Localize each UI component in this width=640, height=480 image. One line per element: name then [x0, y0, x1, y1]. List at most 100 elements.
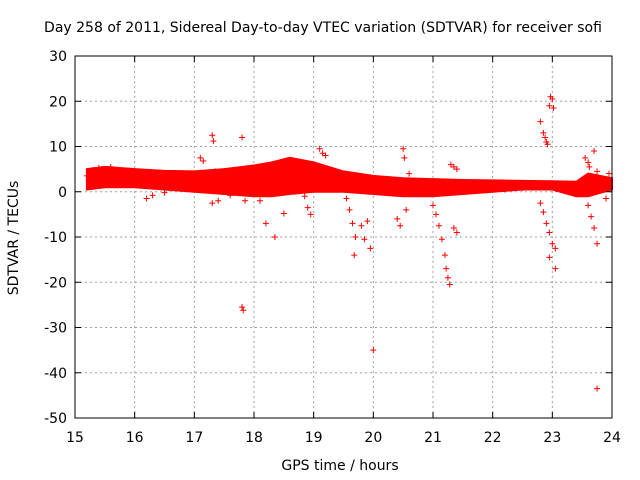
x-tick-label: 18 [245, 430, 263, 446]
data-point [444, 274, 451, 281]
data-point [346, 206, 353, 213]
data-point [544, 141, 551, 148]
data-point [304, 204, 311, 211]
chart-title: Day 258 of 2011, Sidereal Day-to-day VTE… [44, 20, 602, 36]
x-tick-label: 19 [305, 430, 323, 446]
data-point [586, 163, 593, 170]
data-point [549, 95, 556, 102]
y-tick-label: 0 [58, 185, 67, 201]
data-point [364, 218, 371, 225]
data-point [370, 347, 377, 354]
y-tick-label: -40 [44, 366, 67, 382]
data-point [430, 202, 436, 209]
data-point [367, 245, 374, 252]
data-point [271, 234, 278, 240]
data-point [432, 211, 439, 218]
y-tick-label: 10 [49, 140, 67, 156]
data-point [86, 181, 93, 188]
data-point [83, 172, 90, 179]
data-point [343, 195, 350, 202]
data-point [256, 197, 263, 204]
data-point [292, 175, 299, 182]
data-point [197, 154, 204, 161]
x-tick-label: 15 [66, 430, 84, 446]
data-point [227, 192, 234, 199]
x-axis-ticks: 15 16 17 18 19 20 21 22 23 24 [66, 56, 621, 446]
data-point [441, 252, 448, 259]
data-point [540, 129, 547, 136]
dense-band [85, 156, 613, 198]
data-point [349, 220, 356, 227]
data-point [542, 134, 549, 141]
data-point [443, 265, 450, 272]
data-point [239, 134, 246, 141]
data-point [606, 170, 613, 177]
x-tick-label: 20 [364, 430, 382, 446]
data-point [594, 168, 601, 175]
data-point [406, 170, 413, 177]
data-point [591, 224, 598, 231]
data-point [446, 281, 453, 288]
data-point [400, 145, 407, 152]
data-point [453, 229, 460, 236]
data-point [546, 102, 553, 109]
y-tick-label: -30 [44, 321, 67, 337]
data-point [603, 195, 610, 202]
data-point [585, 159, 592, 166]
data-point [209, 132, 216, 139]
data-point [537, 200, 544, 207]
x-tick-label: 17 [185, 430, 203, 446]
data-point [552, 265, 559, 272]
data-point [209, 200, 216, 207]
data-point [215, 197, 222, 204]
data-point [95, 164, 102, 171]
data-point [552, 245, 559, 252]
data-point [316, 145, 323, 152]
data-point [403, 206, 410, 213]
y-tick-label: -20 [44, 275, 67, 291]
data-point [240, 307, 247, 314]
data-point [537, 118, 544, 125]
x-tick-label: 21 [424, 430, 442, 446]
data-point [352, 234, 359, 240]
data-point [546, 254, 553, 261]
data-point [543, 220, 550, 227]
data-point [351, 252, 358, 259]
x-axis-label: GPS time / hours [281, 458, 398, 474]
x-tick-label: 16 [126, 430, 144, 446]
data-point [401, 154, 408, 161]
x-tick-label: 24 [603, 430, 621, 446]
data-point [591, 148, 598, 155]
data-point [280, 210, 287, 217]
data-point [588, 213, 595, 220]
data-point [501, 186, 508, 193]
data-points [83, 93, 613, 392]
data-point [546, 229, 553, 236]
data-point [361, 236, 368, 243]
grid [75, 56, 612, 418]
data-point [453, 166, 460, 173]
data-point [582, 154, 589, 161]
y-axis-label: SDTVAR / TECUs [6, 181, 22, 296]
data-point [450, 224, 457, 231]
data-point [149, 192, 156, 199]
data-band [85, 156, 613, 198]
data-point [594, 240, 601, 247]
data-point [307, 211, 314, 218]
data-point [594, 385, 601, 392]
x-tick-label: 22 [484, 430, 502, 446]
data-point [143, 195, 150, 202]
data-point [322, 152, 329, 159]
data-point [438, 236, 445, 243]
data-point [107, 163, 114, 170]
y-axis-ticks: 30 20 10 0 -10 -20 -30 -40 -50 [44, 49, 612, 427]
data-point [540, 209, 547, 216]
data-point [200, 157, 207, 164]
y-tick-label: 30 [49, 49, 67, 65]
data-point [161, 189, 168, 196]
y-tick-label: -10 [44, 230, 67, 246]
data-point [519, 185, 526, 192]
data-point [262, 220, 269, 227]
data-point [89, 167, 96, 174]
